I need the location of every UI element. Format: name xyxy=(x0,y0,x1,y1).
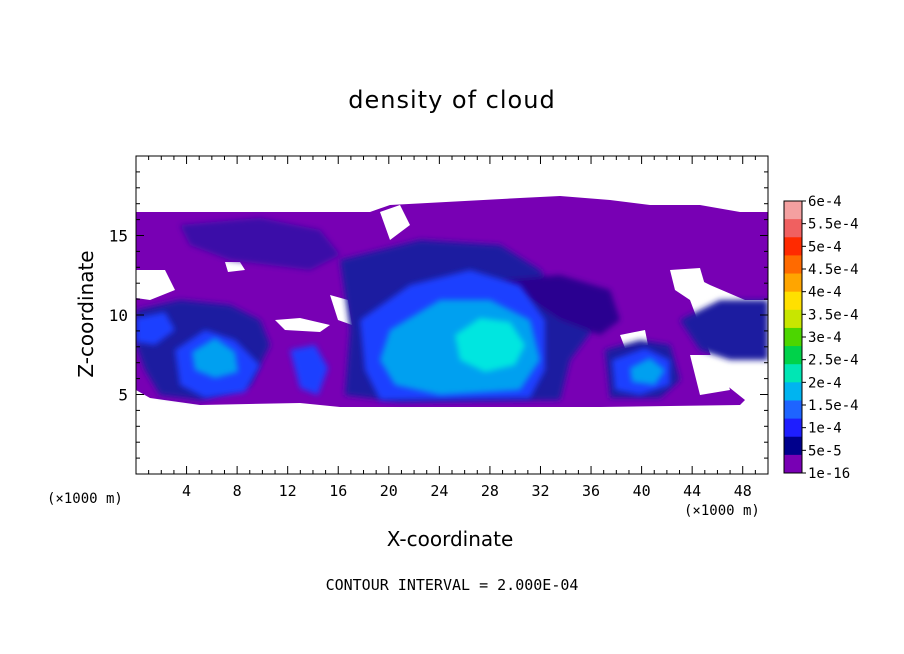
colorbar-label: 2.5e-4 xyxy=(808,353,859,369)
colorbar-label: 1.5e-4 xyxy=(808,398,859,414)
colorbar-swatch xyxy=(784,454,802,474)
colorbar-swatch xyxy=(784,201,802,220)
y-tick-label: 15 xyxy=(109,227,128,246)
colorbar: 6e-4 5.5e-4 5e-4 4.5e-4 4e-4 3.5e-4 3e-4 2.5e-4… xyxy=(783,194,859,482)
x-tick-label: 36 xyxy=(582,482,600,500)
colorbar-label: 2e-4 xyxy=(808,375,842,391)
colorbar-label: 6e-4 xyxy=(808,194,842,210)
cloud-gap xyxy=(225,262,245,272)
colorbar-swatch xyxy=(784,237,802,256)
colorbar-label: 5e-4 xyxy=(808,239,842,255)
y-tick-label: 10 xyxy=(109,306,128,325)
colorbar-swatch xyxy=(784,219,802,238)
x-tick-label: 12 xyxy=(279,482,297,500)
colorbar-swatch xyxy=(784,382,802,401)
colorbar-swatch xyxy=(784,327,802,347)
y-tick-label: 5 xyxy=(118,386,128,405)
x-tick-label: 28 xyxy=(481,482,499,500)
x-axis-ticks: 4 8 12 16 20 24 28 32 36 40 44 48 xyxy=(148,156,756,500)
colorbar-label: 1e-16 xyxy=(808,466,850,482)
cloud-gap xyxy=(690,355,730,395)
colorbar-swatch xyxy=(784,436,802,456)
x-tick-label: 32 xyxy=(531,482,549,500)
colorbar-swatch xyxy=(784,291,802,311)
cloud-region xyxy=(455,318,525,372)
y-axis-ticks: 5 10 15 xyxy=(109,171,768,459)
colorbar-swatch xyxy=(784,273,802,293)
colorbar-swatch xyxy=(784,400,802,420)
cloud-region xyxy=(136,312,175,345)
colorbar-swatch xyxy=(784,346,802,365)
cloud-region xyxy=(500,275,620,335)
colorbar-label: 4.5e-4 xyxy=(808,262,859,278)
colorbar-label: 1e-4 xyxy=(808,421,842,437)
cloud-region xyxy=(680,300,768,360)
x-tick-label: 16 xyxy=(329,482,347,500)
x-tick-label: 48 xyxy=(734,482,752,500)
colorbar-label: 4e-4 xyxy=(808,285,842,301)
cloud-gap xyxy=(380,205,410,240)
chart-title: density of cloud xyxy=(348,86,556,114)
x-tick-label: 20 xyxy=(380,482,398,500)
cloud-gap xyxy=(670,268,705,300)
x-tick-label: 44 xyxy=(683,482,701,500)
colorbar-swatch xyxy=(784,364,802,383)
cloud-region xyxy=(290,345,328,395)
x-tick-label: 40 xyxy=(633,482,651,500)
cloud-gap xyxy=(275,318,330,332)
x-tick-label: 4 xyxy=(182,482,191,500)
cloud-field xyxy=(136,196,768,407)
x-tick-label: 8 xyxy=(233,482,242,500)
cloud-region xyxy=(630,358,665,385)
x-axis-label: X-coordinate xyxy=(386,527,514,551)
contour-interval-note: CONTOUR INTERVAL = 2.000E-04 xyxy=(325,576,579,594)
colorbar-label: 3e-4 xyxy=(808,330,842,346)
x-unit-right: (×1000 m) xyxy=(684,503,760,519)
x-tick-label: 24 xyxy=(430,482,448,500)
cloud-gap xyxy=(136,270,175,300)
cloud-region xyxy=(180,218,340,270)
cloud-region xyxy=(192,338,238,378)
colorbar-swatch xyxy=(784,309,802,329)
x-unit-left: (×1000 m) xyxy=(47,491,123,507)
colorbar-label: 3.5e-4 xyxy=(808,307,859,323)
colorbar-swatch xyxy=(784,418,802,438)
colorbar-label: 5.5e-4 xyxy=(808,217,859,233)
colorbar-swatch xyxy=(784,255,802,275)
colorbar-label: 5e-5 xyxy=(808,443,842,459)
